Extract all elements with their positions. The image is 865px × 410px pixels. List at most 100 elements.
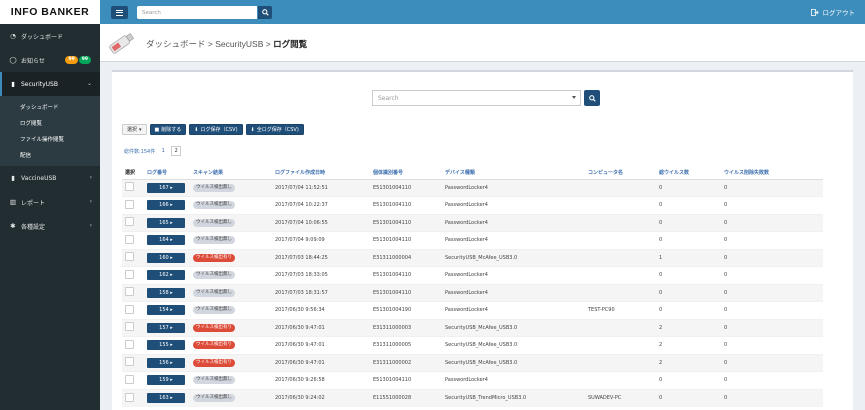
- submenu-item-log-view[interactable]: ログ閲覧: [20, 121, 43, 127]
- select-dropdown-button[interactable]: 選択 ▾: [122, 124, 147, 135]
- save-all-csv-button[interactable]: ⬇ 全ログ保存（CSV): [245, 124, 304, 135]
- computer-name-cell: [585, 266, 656, 284]
- table-row: 162 ▸ ウイルス検出無し 2017/07/03 18:33:05 E5130100…: [122, 266, 823, 284]
- row-checkbox[interactable]: [125, 269, 134, 279]
- sidebar-item-notices[interactable]: ◯ お知らせ 99 99: [0, 48, 100, 72]
- breadcrumb-current: ログ閲覧: [273, 39, 308, 49]
- created-at-cell: 2017/06/30 9:24:02: [272, 388, 370, 407]
- scan-result-badge: ウイルス検出有り: [193, 358, 235, 367]
- created-at-cell: 2017/06/30 9:47:01: [272, 318, 370, 337]
- column-header-log-number[interactable]: ログ番号: [144, 166, 190, 180]
- table-row: 158 ▸ ウイルス検出無し 2017/07/03 18:31:57 E5130100…: [122, 283, 823, 302]
- scan-result-badge: ウイルス検出無し: [193, 236, 235, 245]
- row-checkbox[interactable]: [125, 217, 134, 227]
- log-number-cell: 162 ▸: [144, 266, 190, 284]
- download-icon: ⬇: [194, 126, 199, 133]
- logout-link[interactable]: ログアウト: [810, 0, 855, 24]
- log-number-button[interactable]: 155 ▸: [147, 340, 185, 351]
- notice-count-badge: 99: [65, 56, 78, 64]
- scan-result-cell: ウイルス検出無し: [190, 283, 272, 302]
- delete-button[interactable]: ■ 削除する: [149, 124, 187, 135]
- row-checkbox[interactable]: [125, 199, 134, 209]
- total-virus-cell: 0: [656, 301, 721, 319]
- sidebar-item-label: レポート: [21, 199, 46, 207]
- log-number-button[interactable]: 164 ▸: [147, 235, 185, 246]
- row-select-cell: [122, 178, 144, 197]
- row-checkbox[interactable]: [125, 287, 134, 297]
- log-number-button[interactable]: 165 ▸: [147, 217, 185, 228]
- row-checkbox[interactable]: [125, 374, 134, 384]
- chevron-down-icon: ⌄: [86, 80, 92, 87]
- log-number-button[interactable]: 166 ▸: [147, 200, 185, 211]
- save-csv-button[interactable]: ⬇ ログ保存（CSV): [189, 124, 243, 135]
- caret-down-icon[interactable]: [572, 96, 576, 99]
- delete-failed-cell: 0: [721, 178, 823, 197]
- submenu-item-distribution[interactable]: 配信: [20, 153, 32, 159]
- log-number-button[interactable]: 154 ▸: [147, 305, 185, 316]
- sidebar-item-securityusb[interactable]: ▮ SecurityUSB ⌄: [0, 72, 100, 96]
- row-checkbox[interactable]: [125, 357, 134, 367]
- column-header-total-virus[interactable]: 総ウイルス数: [656, 166, 721, 180]
- submenu-item-file-operations[interactable]: ファイル操作閲覧: [20, 137, 65, 143]
- log-search-button[interactable]: [584, 90, 600, 106]
- log-number-button[interactable]: 157 ▸: [147, 322, 185, 333]
- log-number-button[interactable]: 167 ▸: [147, 182, 185, 193]
- chevron-left-icon: ‹: [89, 222, 92, 229]
- serial-cell: E51301004110: [370, 196, 442, 214]
- column-header-computer-name[interactable]: コンピュータ名: [585, 166, 656, 180]
- scan-result-cell: ウイルス検出無し: [190, 196, 272, 214]
- log-number-button[interactable]: 160 ▸: [147, 252, 185, 263]
- log-search-input[interactable]: [373, 91, 567, 105]
- column-header-scan-result[interactable]: スキャン結果: [190, 166, 272, 180]
- row-checkbox[interactable]: [125, 304, 134, 314]
- sidebar-toggle-button[interactable]: [111, 6, 128, 19]
- header-search-input[interactable]: [137, 6, 257, 19]
- sidebar-item-vaccineusb[interactable]: ▮ VaccineUSB ‹: [0, 166, 100, 190]
- row-checkbox[interactable]: [125, 339, 134, 349]
- column-header-created-at[interactable]: ログファイル作成日時: [272, 166, 370, 180]
- search-icon: [588, 94, 596, 102]
- serial-cell: E31311000004: [370, 248, 442, 267]
- log-number-button[interactable]: 163 ▸: [147, 393, 185, 403]
- table-row: 154 ▸ ウイルス検出無し 2017/06/30 9:56:34 E51301004…: [122, 301, 823, 319]
- sidebar-item-reports[interactable]: ▥ レポート ‹: [0, 190, 100, 214]
- row-checkbox[interactable]: [125, 392, 134, 402]
- column-header-delete-failed[interactable]: ウイルス削除失敗数: [721, 166, 823, 180]
- header-search-button[interactable]: [258, 6, 272, 19]
- page-current-2[interactable]: 2: [171, 146, 182, 156]
- page-link-1[interactable]: 1: [161, 148, 165, 154]
- created-at-cell: 2017/07/04 11:52:51: [272, 178, 370, 197]
- log-number-button[interactable]: 162 ▸: [147, 270, 185, 281]
- row-checkbox[interactable]: [125, 252, 134, 262]
- sidebar-item-dashboard[interactable]: ◔ ダッシュボード: [0, 24, 100, 48]
- log-number-button[interactable]: 159 ▸: [147, 375, 185, 386]
- pagination: 総件数:154件 1 2: [124, 146, 182, 156]
- table-row: 157 ▸ ウイルス検出有り 2017/06/30 9:47:01 E31311000…: [122, 318, 823, 337]
- created-at-cell: 2017/06/30 9:47:01: [272, 336, 370, 354]
- submenu-item-dashboard[interactable]: ダッシュボード: [20, 105, 59, 111]
- comment-icon: ◯: [9, 56, 17, 64]
- row-checkbox[interactable]: [125, 322, 134, 332]
- log-number-button[interactable]: 156 ▸: [147, 357, 185, 368]
- delete-failed-cell: 0: [721, 388, 823, 407]
- log-number-cell: 157 ▸: [144, 318, 190, 337]
- column-header-serial[interactable]: 個体識別番号: [370, 166, 442, 180]
- total-virus-cell: 2: [656, 336, 721, 354]
- column-header-device-type[interactable]: デバイス種類: [442, 166, 585, 180]
- serial-cell: E51301004190: [370, 301, 442, 319]
- row-select-cell: [122, 371, 144, 389]
- app-logo[interactable]: INFO BANKER: [0, 0, 100, 24]
- top-header: INFO BANKER ログアウト: [0, 0, 865, 24]
- row-checkbox[interactable]: [125, 182, 134, 192]
- scan-result-cell: ウイルス検出有り: [190, 248, 272, 267]
- row-select-cell: [122, 301, 144, 319]
- sidebar-item-label: ダッシュボード: [21, 33, 64, 41]
- log-number-button[interactable]: 158 ▸: [147, 287, 185, 298]
- log-number-label: 159: [159, 377, 169, 384]
- sidebar-item-settings[interactable]: ✱ 各種設定 ‹: [0, 214, 100, 238]
- total-virus-cell: 0: [656, 388, 721, 407]
- gear-icon: ✱: [10, 222, 16, 230]
- delete-failed-cell: 0: [721, 336, 823, 354]
- row-checkbox[interactable]: [125, 234, 134, 244]
- log-toolbar: 選択 ▾ ■ 削除する ⬇ ログ保存（CSV) ⬇ 全ログ保存（CSV): [122, 124, 304, 135]
